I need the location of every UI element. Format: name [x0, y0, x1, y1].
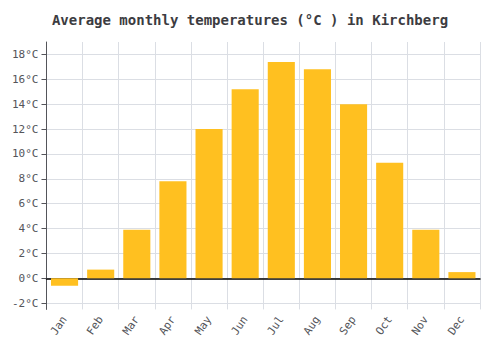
svg-text:Feb: Feb	[84, 314, 106, 338]
svg-text:Jan: Jan	[48, 314, 70, 338]
svg-text:-2°C: -2°C	[12, 297, 39, 310]
svg-text:12°C: 12°C	[12, 123, 39, 136]
svg-text:Sep: Sep	[337, 314, 359, 338]
svg-text:8°C: 8°C	[19, 172, 39, 185]
svg-text:Average monthly temperatures (: Average monthly temperatures (°C ) in Ki…	[52, 12, 448, 28]
svg-text:Dec: Dec	[445, 314, 467, 338]
svg-text:14°C: 14°C	[12, 98, 39, 111]
svg-text:Nov: Nov	[409, 313, 431, 337]
svg-text:16°C: 16°C	[12, 73, 39, 86]
svg-text:6°C: 6°C	[19, 197, 39, 210]
svg-text:Apr: Apr	[156, 313, 178, 337]
svg-text:10°C: 10°C	[12, 147, 39, 160]
svg-text:Oct: Oct	[373, 314, 395, 338]
svg-text:0°C: 0°C	[19, 272, 39, 285]
svg-text:4°C: 4°C	[19, 222, 39, 235]
svg-text:18°C: 18°C	[12, 48, 39, 61]
svg-text:Aug: Aug	[301, 314, 323, 338]
svg-text:Jun: Jun	[228, 314, 250, 338]
svg-text:Mar: Mar	[120, 313, 142, 337]
svg-text:Jul: Jul	[265, 314, 287, 338]
svg-text:May: May	[192, 313, 214, 337]
svg-text:2°C: 2°C	[19, 247, 39, 260]
